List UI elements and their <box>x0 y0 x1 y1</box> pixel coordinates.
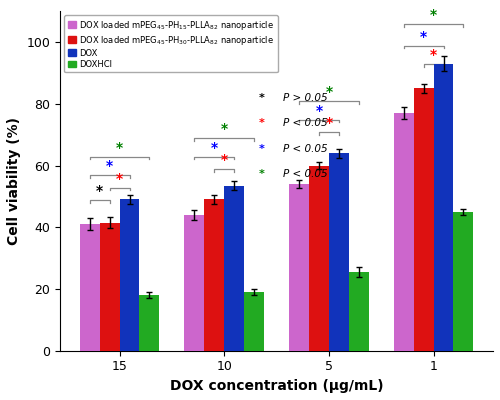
Bar <box>289 184 309 351</box>
Text: *: * <box>430 8 437 22</box>
Text: *: * <box>220 153 228 167</box>
Bar <box>80 224 100 351</box>
X-axis label: DOX concentration (μg/mL): DOX concentration (μg/mL) <box>170 379 384 393</box>
Text: *: * <box>420 30 427 44</box>
Text: *: * <box>210 141 218 155</box>
Bar <box>120 200 140 351</box>
Bar <box>454 212 473 351</box>
Bar <box>100 223 119 351</box>
Text: P > 0.05: P > 0.05 <box>283 93 328 103</box>
Text: P < 0.05: P < 0.05 <box>283 118 328 128</box>
Text: *: * <box>116 172 123 186</box>
Text: *: * <box>260 118 269 128</box>
Bar <box>329 153 349 351</box>
Text: *: * <box>326 116 332 130</box>
Y-axis label: Cell viability (%): Cell viability (%) <box>7 117 21 245</box>
Bar <box>434 64 454 351</box>
Bar <box>244 292 264 351</box>
Text: *: * <box>326 85 332 99</box>
Text: *: * <box>430 48 437 62</box>
Bar <box>349 272 368 351</box>
Legend: DOX loaded mPEG$_{45}$-PH$_{15}$-PLLA$_{82}$ nanoparticle, DOX loaded mPEG$_{45}: DOX loaded mPEG$_{45}$-PH$_{15}$-PLLA$_{… <box>64 15 278 72</box>
Bar <box>394 113 413 351</box>
Text: *: * <box>260 144 269 154</box>
Text: *: * <box>106 159 113 173</box>
Text: *: * <box>116 141 123 155</box>
Bar <box>309 166 329 351</box>
Text: *: * <box>220 122 228 136</box>
Text: *: * <box>260 93 269 103</box>
Bar <box>140 295 160 351</box>
Text: *: * <box>96 184 103 198</box>
Text: P < 0.05: P < 0.05 <box>283 169 328 179</box>
Text: P < 0.05: P < 0.05 <box>283 144 328 154</box>
Bar <box>224 186 244 351</box>
Text: *: * <box>260 169 269 179</box>
Bar <box>204 200 224 351</box>
Bar <box>184 215 204 351</box>
Bar <box>414 88 434 351</box>
Text: *: * <box>316 104 322 118</box>
